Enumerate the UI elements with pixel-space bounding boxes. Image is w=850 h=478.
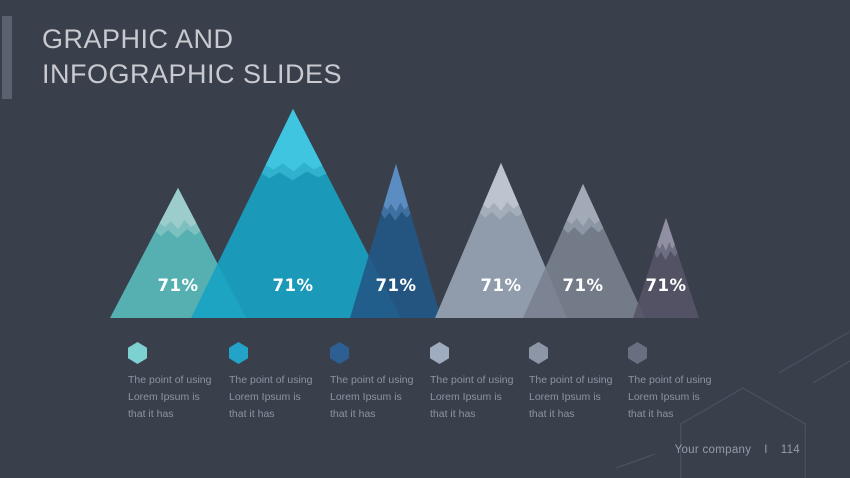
decor-diagonal-line-icon [778, 331, 850, 374]
footer-divider: I [764, 444, 768, 456]
slide-footer: Your company I 114 [675, 444, 800, 456]
mountain-4-value-label: 71% [481, 276, 522, 295]
footer-page-number: 114 [780, 444, 800, 456]
decor-diagonal-line-icon [812, 360, 850, 384]
mountain-6-value-label: 71% [646, 276, 687, 295]
mountain-5-body [523, 184, 645, 318]
mountain-6 [633, 218, 699, 318]
mountain-3-body [350, 164, 441, 318]
mountain-2-snow-cap [265, 109, 323, 172]
mountain-4-body [435, 163, 567, 318]
mountain-2 [191, 109, 401, 318]
mountain-2-body [191, 109, 401, 318]
mountain-1-snow-cap [159, 188, 197, 230]
decor-diagonal-line-icon [615, 453, 656, 469]
mountain-6-body [633, 218, 699, 318]
mountain-3-value-label: 71% [376, 276, 417, 295]
footer-company-label: Your company [674, 444, 752, 456]
mountain-6-snow-cap [657, 218, 675, 251]
title-accent-bar [2, 16, 12, 99]
slide-title: GRAPHIC AND INFOGRAPHIC SLIDES [42, 22, 342, 92]
decor-hexagon-outline-icon [680, 387, 806, 478]
mountain-2-value-label: 71% [273, 276, 314, 295]
mountain-4-snow-cap [483, 163, 519, 211]
mountain-3-snow-cap [383, 164, 409, 212]
mountain-5-value-label: 71% [563, 276, 604, 295]
slide-title-line-1: GRAPHIC AND [42, 24, 234, 54]
mountain-3 [350, 164, 441, 318]
slide-title-line-2: INFOGRAPHIC SLIDES [42, 59, 343, 89]
mountain-5 [523, 184, 645, 318]
mountain-4 [435, 163, 567, 318]
mountain-5-snow-cap [566, 184, 600, 227]
decorative-lines [615, 331, 850, 478]
mountain-1-value-label: 71% [158, 276, 199, 295]
